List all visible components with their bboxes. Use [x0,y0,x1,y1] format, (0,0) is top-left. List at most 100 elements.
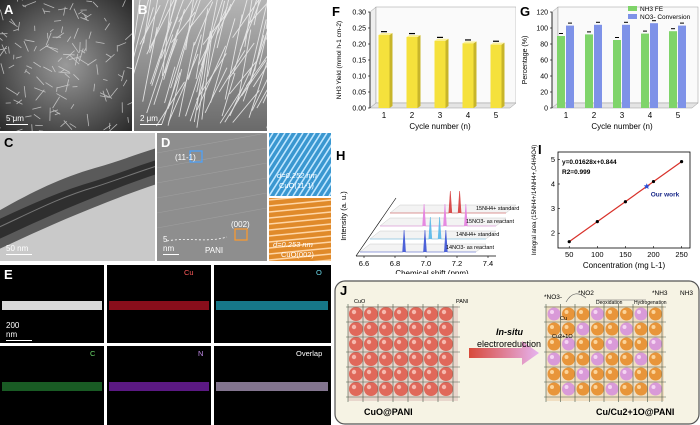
panel-a-sem-image: A 5 μm [0,0,132,131]
cu2o-sphere [605,307,619,321]
pani-label: PANI [205,246,224,255]
f-bar-side-0 [389,33,393,108]
label-a: A [4,2,14,17]
i-ylabel: Integral area (15NH4+/14NH4+,C4H4O4) [532,145,538,255]
f-bar-top-3 [462,41,477,44]
scalebar-d: 5 nm [163,235,179,255]
f-errorbar-3 [465,39,471,41]
f-bar-side-3 [473,41,477,108]
f-ytick-5: 0.25 [352,26,366,33]
panel-j-scheme: J CuO@PANI Cu/Cu2+1O@PANI In-situ electr… [334,280,700,425]
label-d: D [161,135,171,150]
cuo-sphere [349,307,363,321]
cu-sphere [605,337,619,351]
pani-network-left [346,304,460,402]
cu2o-sphere [649,367,662,381]
cu2o-sphere [605,352,619,366]
i-r2: R2=0.999 [562,169,591,176]
cuo-sphere [424,352,438,366]
cu2o-sphere [576,382,590,396]
scalebar-e: 200 nm [6,321,32,341]
cu-site-label: Cu [560,316,568,322]
scalebar-b: 2 μm [140,114,162,125]
cu2o-sphere [620,352,633,366]
cuo-sphere [364,307,378,321]
chart-h-nmr-spectra: 6.6 6.8 7.0 7.2 7.4 Chemical shift (ppm) Inten… [339,191,519,274]
cuo-sphere [409,367,423,381]
eds-overlap-label: Overlap [296,349,323,358]
cu2o-sphere [620,337,633,351]
g-bar-0-0 [557,36,565,108]
cuo-sphere [394,367,408,381]
plane-label-111: (11-1) [175,153,196,162]
cu2o-sphere [576,337,590,351]
f-xtick-1: 2 [410,111,415,120]
cu-sphere [634,352,648,366]
f-bar-4 [490,44,502,108]
i-point-3 [651,179,656,184]
cu2o-sphere [634,337,648,351]
cu2o-site-label: Cu2+1O [552,334,573,340]
scalebar-a: 5 μm [6,114,28,125]
label-j: J [340,283,348,298]
i-ytick-0: 2 [551,229,555,238]
cu2o-sphere [620,307,633,321]
f-xtick-2: 3 [438,111,443,120]
i-point-0 [567,240,571,244]
f-errorbar-0 [381,31,387,33]
g-errorbar-0-1 [587,31,591,33]
cuo-sphere [349,382,363,396]
pani-network-right [544,304,666,402]
cuo-sphere [394,322,408,336]
cuo-sphere [424,337,438,351]
f-bar-top-2 [434,38,449,41]
panel-c-tem-image: C 50 nm [0,133,155,261]
scalebar-c: 50 nm [6,244,32,255]
g-bar-1-0 [566,25,574,109]
cuo-sphere [394,382,408,396]
i-ytick-1: 3 [551,204,555,213]
h-xtick-0: 6.6 [359,259,369,268]
electroreduction-scheme [334,280,700,425]
nh3-adsorbed-label: *NH3 [652,290,668,297]
cuo-sphere [409,337,423,351]
g-bar-0-3 [641,33,649,108]
nitrite-label: *NO2 [578,290,594,297]
f-ytick-2: 0.10 [352,74,366,81]
eds-cu-label: Cu [184,268,194,277]
nitrate-label: *NO3- [544,294,563,301]
i-point-4 [679,160,684,164]
cuo-sphere [364,337,378,351]
panel-e-eds-maps: E 200 nm Cu O C N Overlap [0,265,331,425]
f-bar-top-4 [490,42,505,45]
g-ytick-4: 80 [540,42,548,49]
h-trace-1 [370,216,486,240]
arrow-label-bottom: electroreduction [477,339,542,349]
cuo-sphere [424,367,438,381]
phase-label-002: CuO(002) [281,250,314,259]
g-ytick-5: 100 [536,26,548,33]
cu2o-sphere [649,352,662,366]
i-xlabel: Concentration (mg L-1) [583,261,666,270]
label-e: E [4,267,13,282]
g-xtick-2: 3 [620,111,625,120]
f-bar-side-4 [501,42,505,108]
cuo-sphere [379,307,393,321]
cu-sphere [547,352,561,366]
label-b: B [138,2,148,17]
g-errorbar-1-3 [652,20,656,22]
f-bar-0 [378,35,390,108]
cu2o-sphere [562,352,575,366]
chart-f-nh3-yield: 0.00 0.05 0.10 0.15 0.20 0.25 0.30 1 2 3 4 5 Cycle n… [336,6,516,131]
i-xtick-3: 200 [647,250,660,259]
cuo-sphere [424,382,438,396]
i-xtick-2: 150 [619,250,632,259]
i-highlight-label: Our work [651,191,680,198]
g-errorbar-0-0 [559,33,563,34]
cu-sphere [649,382,662,396]
f-ytick-6: 0.30 [352,10,366,17]
hydrogenation-label: Hydrogenation [634,300,667,306]
g-legend-swatch-0 [628,6,637,11]
f-xtick-3: 4 [466,111,471,120]
g-bar-0-4 [669,31,677,109]
